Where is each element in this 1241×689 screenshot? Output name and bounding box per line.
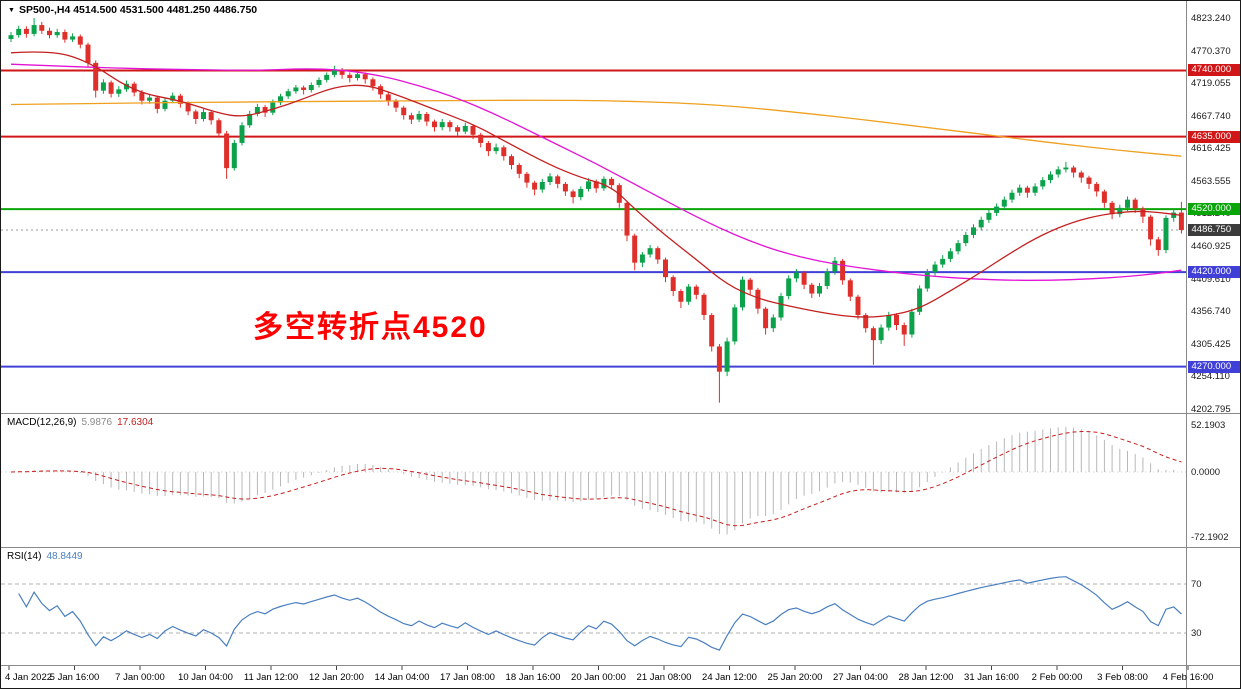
time-axis-label: 3 Feb 08:00	[1097, 672, 1148, 683]
time-axis-label: 5 Jan 16:00	[49, 672, 100, 683]
price-axis-label: 4719.055	[1191, 78, 1231, 90]
candles-layer	[8, 18, 1184, 403]
macd-layer	[1, 426, 1186, 535]
annotation-text: 多空转折点4520	[253, 311, 488, 344]
time-axis-label: 31 Jan 16:00	[964, 672, 1019, 683]
rsi-name: RSI(14)	[7, 551, 42, 562]
macd-axis-label: -72.1902	[1191, 531, 1229, 543]
price-level-tag: 4635.000	[1187, 130, 1240, 143]
time-ticks	[8, 666, 1189, 670]
price-axis-label: 4202.795	[1191, 403, 1231, 415]
price-axis-label: 4409.610	[1191, 273, 1231, 285]
price-axis-label: 4305.425	[1191, 338, 1231, 350]
price-axis-label: 4770.370	[1191, 45, 1231, 57]
price-level-tag: 4270.000	[1187, 360, 1240, 373]
time-axis-label: 17 Jan 08:00	[440, 672, 495, 683]
time-axis-label: 4 Jan 2022	[5, 672, 53, 683]
time-axis-label: 10 Jan 04:00	[178, 672, 233, 683]
time-axis-label: 24 Jan 12:00	[702, 672, 757, 683]
macd-name: MACD(12,26,9)	[7, 417, 77, 428]
macd-main-value: 5.9876	[81, 417, 113, 428]
price-axis-label: 4254.110	[1191, 371, 1230, 383]
time-axis-label: 27 Jan 04:00	[833, 672, 888, 683]
time-axis-label: 28 Jan 12:00	[898, 672, 954, 683]
macd-axis-label: 0.0000	[1191, 466, 1221, 478]
time-axis-label: 20 Jan 00:00	[571, 672, 626, 683]
time-axis-label: 11 Jan 12:00	[243, 672, 299, 683]
price-axis-label: 4460.925	[1191, 241, 1231, 253]
macd-signal-value: 17.6304	[117, 417, 154, 428]
price-axis-label: 4563.555	[1191, 175, 1231, 187]
time-axis-label: 21 Jan 08:00	[636, 672, 692, 683]
chart-title-bar: ▼ SP500-,H4 4514.500 4531.500 4481.250 4…	[8, 4, 257, 16]
moving-averages	[10, 51, 1182, 318]
price-axis-label: 4356.740	[1191, 306, 1231, 318]
rsi-value: 48.8449	[46, 551, 83, 562]
price-axis-label: 4667.740	[1191, 110, 1231, 122]
price-level-tag: 4740.000	[1187, 64, 1240, 77]
price-axis-label: 4823.240	[1191, 13, 1231, 24]
time-axis-label: 4 Feb 16:00	[1162, 672, 1214, 683]
time-axis-label: 14 Jan 04:00	[374, 672, 430, 683]
symbol-ohlc-text: SP500-,H4 4514.500 4531.500 4481.250 448…	[18, 4, 258, 16]
current-price-tag: 4486.750	[1187, 224, 1240, 237]
time-axis-label: 7 Jan 00:00	[115, 672, 165, 683]
time-axis-label: 18 Jan 16:00	[505, 672, 561, 683]
rsi-layer	[1, 576, 1186, 651]
price-axis-label: 4616.425	[1191, 143, 1231, 155]
expander-icon[interactable]: ▼	[8, 6, 15, 14]
rsi-axis-label: 70	[1191, 579, 1202, 590]
time-axis-label: 25 Jan 20:00	[767, 672, 823, 683]
macd-indicator-label: MACD(12,26,9) 5.9876 17.6304	[7, 417, 153, 428]
price-level-tag: 4520.000	[1187, 203, 1240, 216]
time-axis-label: 2 Feb 00:00	[1031, 672, 1083, 683]
rsi-indicator-label: RSI(14) 48.8449	[7, 551, 83, 562]
time-axis-label: 12 Jan 20:00	[309, 672, 364, 683]
horizontal-level-lines[interactable]	[1, 69, 1186, 368]
price-level-tag: 4420.000	[1187, 266, 1240, 279]
rsi-axis-label: 30	[1191, 628, 1202, 639]
macd-axis-label: 52.1903	[1191, 420, 1226, 431]
